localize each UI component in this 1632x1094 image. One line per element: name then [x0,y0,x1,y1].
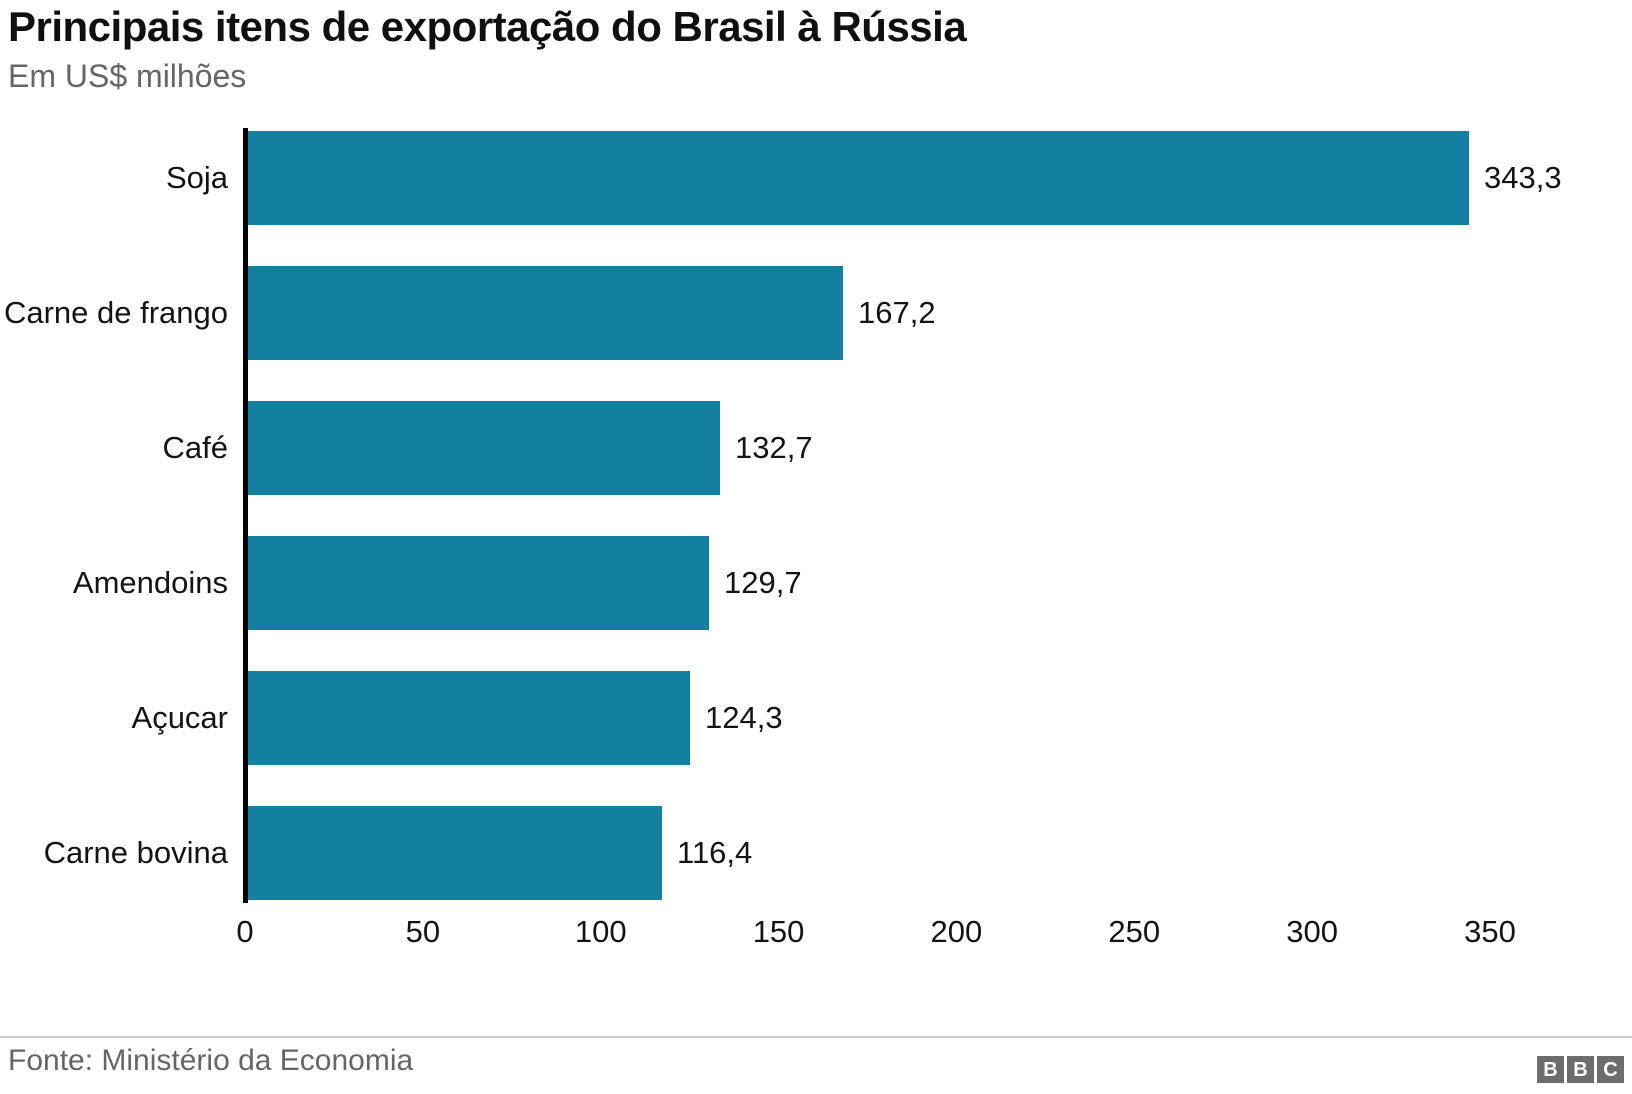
x-tick-label: 100 [574,914,627,950]
category-label: Carne bovina [43,835,228,871]
value-label: 343,3 [1484,160,1562,196]
x-tick-label: 200 [930,914,983,950]
bar-track: 124,3 [248,671,1632,766]
value-label: 132,7 [735,430,813,466]
value-label: 167,2 [858,295,936,331]
bar-row: Açucar 124,3 [0,671,1632,766]
bar [248,536,709,631]
value-label: 129,7 [724,565,802,601]
bar-row: Amendoins 129,7 [0,536,1632,631]
x-tick-label: 150 [752,914,805,950]
plot-area: Soja 343,3 Carne de frango 167,2 Café 132,7 Am… [0,128,1632,904]
bbc-logo-block: B [1537,1056,1564,1083]
bar [248,131,1469,226]
x-tick-label: 250 [1108,914,1161,950]
bar-track: 132,7 [248,401,1632,496]
bar [248,806,662,901]
category-label: Soja [165,160,228,196]
x-axis-ticks: 0 50 100 150 200 250 300 350 [236,914,1515,958]
x-tick-label: 350 [1464,914,1516,950]
bar-row: Soja 343,3 [0,131,1632,226]
value-label: 124,3 [705,700,783,736]
bar-track: 343,3 [248,131,1632,226]
bar-track: 129,7 [248,536,1632,631]
value-label: 116,4 [677,835,753,871]
bar [248,266,843,361]
category-label: Açucar [131,700,228,736]
chart-subtitle: Em US$ milhões [8,58,247,95]
bar-track: 167,2 [248,266,1632,361]
x-tick-label: 300 [1286,914,1339,950]
category-label: Carne de frango [3,295,228,331]
bbc-logo-block: B [1567,1056,1594,1083]
x-tick-label: 0 [236,914,254,950]
bar-row: Carne de frango 167,2 [0,266,1632,361]
bar-row: Café 132,7 [0,401,1632,496]
category-label: Amendoins [72,565,228,601]
chart-title: Principais itens de exportação do Brasil… [8,3,967,50]
category-label: Café [162,430,228,466]
bar [248,401,720,496]
x-tick-label: 50 [405,914,441,950]
source-label: Fonte: Ministério da Economia [8,1044,414,1077]
bbc-logo-block: C [1597,1056,1624,1083]
bar [248,671,690,766]
bar-row: Carne bovina 116,4 [0,806,1632,901]
bar-track: 116,4 [248,806,1632,901]
y-axis-line [243,128,248,904]
